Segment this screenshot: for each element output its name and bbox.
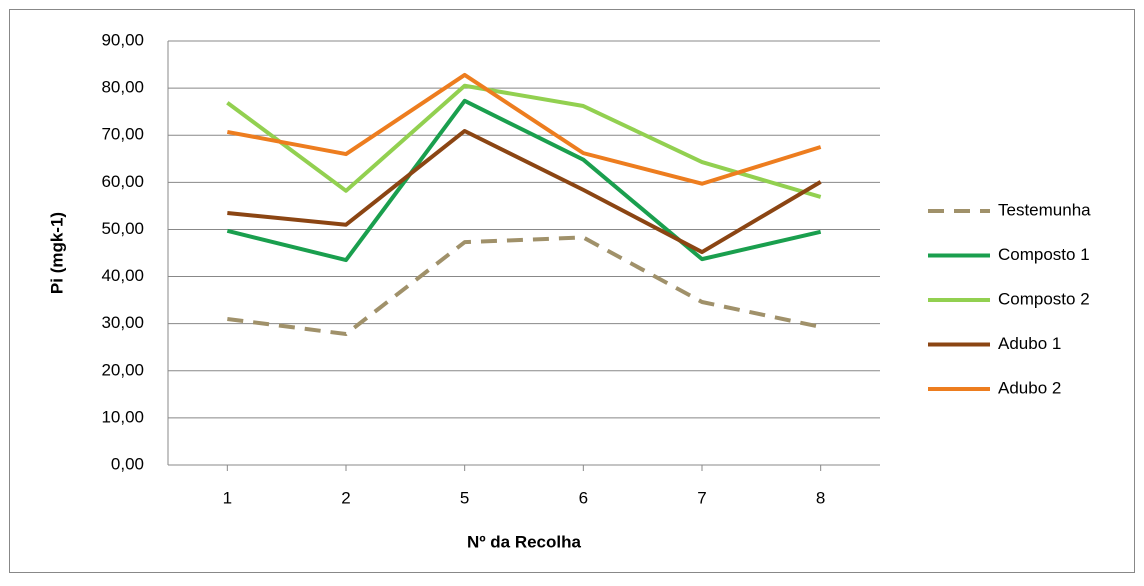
x-tick-label: 5 — [460, 488, 469, 507]
y-tick-label: 50,00 — [101, 219, 144, 238]
x-tick-label: 7 — [697, 488, 706, 507]
y-tick-label: 80,00 — [101, 78, 144, 97]
series-line — [227, 128, 822, 255]
y-tick-label: 70,00 — [101, 125, 144, 144]
legend-label: Testemunha — [998, 200, 1091, 219]
x-tick-label: 6 — [579, 488, 588, 507]
y-tick-label: 90,00 — [101, 30, 144, 49]
y-tick-label: 30,00 — [101, 313, 144, 332]
y-tick-label: 10,00 — [101, 407, 144, 426]
y-tick-label: 0,00 — [111, 454, 144, 473]
y-tick-label: 40,00 — [101, 266, 144, 285]
series-line — [226, 72, 822, 186]
y-tick-label: 20,00 — [101, 360, 144, 379]
x-tick-label: 8 — [816, 488, 825, 507]
x-axis-label: Nº da Recolha — [467, 532, 581, 551]
legend-label: Adubo 2 — [998, 378, 1061, 397]
y-axis-label: Pi (mgk-1) — [47, 212, 66, 294]
legend-label: Composto 2 — [998, 289, 1090, 308]
legend-label: Composto 1 — [998, 245, 1090, 264]
series-line — [226, 83, 822, 199]
y-tick-label: 60,00 — [101, 172, 144, 191]
legend-label: Adubo 1 — [998, 334, 1061, 353]
x-tick-label: 1 — [223, 488, 232, 507]
x-tick-label: 2 — [341, 488, 350, 507]
series-line — [226, 98, 822, 263]
chart-frame — [9, 9, 1135, 573]
